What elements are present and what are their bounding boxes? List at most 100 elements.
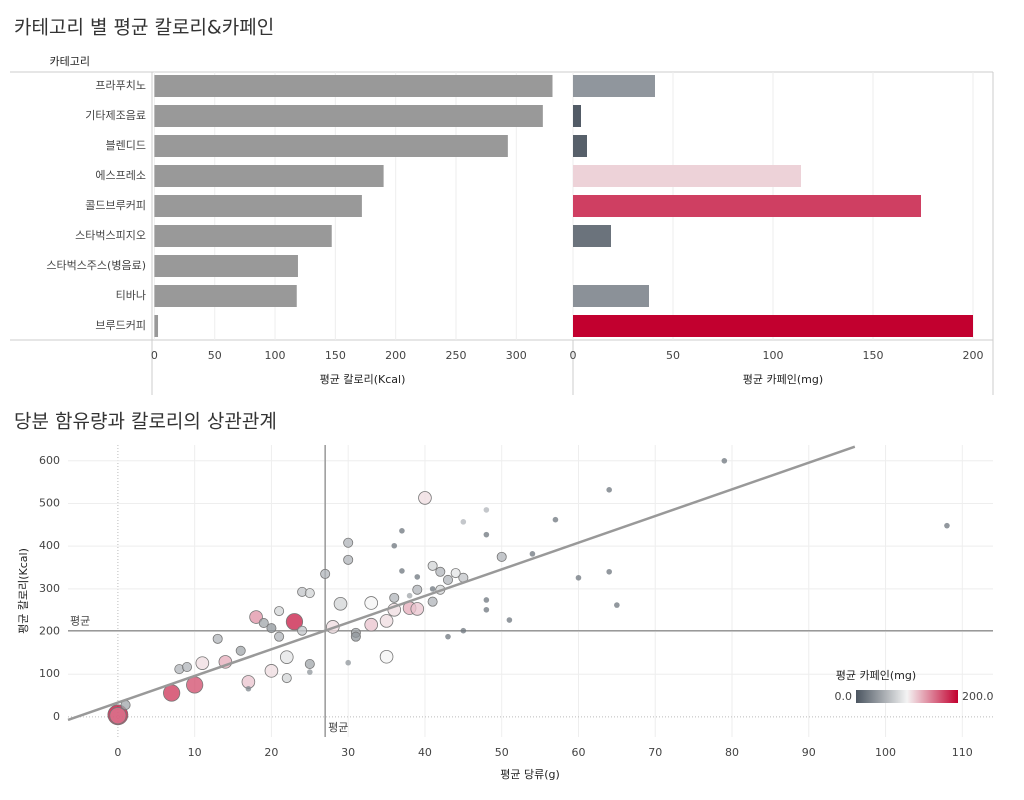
point	[460, 627, 467, 634]
y-tick-label: 400	[39, 539, 60, 552]
category-label: 기타제조음료	[85, 109, 146, 122]
point	[364, 617, 379, 632]
x-tick-label: 100	[875, 746, 896, 759]
point	[552, 516, 559, 523]
y-tick-label: 500	[39, 496, 60, 509]
category-label: 스타벅스피지오	[75, 229, 146, 242]
point	[506, 617, 513, 623]
point	[435, 566, 446, 577]
y-tick-label: 200	[39, 625, 60, 638]
point	[343, 554, 354, 565]
bar	[573, 285, 649, 307]
x-tick-label: 60	[571, 746, 585, 759]
point	[483, 531, 490, 538]
x-tick-label: 20	[264, 746, 278, 759]
point	[414, 574, 421, 580]
x-axis-title: 평균 당류(g)	[500, 768, 560, 781]
point	[412, 584, 423, 595]
point	[307, 669, 313, 675]
point	[606, 568, 612, 575]
point	[399, 568, 405, 574]
bar	[573, 135, 587, 157]
point	[245, 685, 252, 692]
point	[445, 633, 451, 640]
x-tick-label: 90	[802, 746, 816, 759]
axis-title: 평균 카페인(mg)	[743, 373, 823, 386]
x-tick-label: 150	[325, 349, 346, 362]
point	[614, 602, 620, 608]
x-tick-label: 50	[666, 349, 680, 362]
x-tick-label: 110	[952, 746, 973, 759]
category-label: 브루드커피	[95, 319, 146, 332]
point	[427, 596, 438, 607]
legend-label: 0.0	[835, 690, 853, 703]
x-tick-label: 250	[445, 349, 466, 362]
y-tick-label: 0	[53, 710, 60, 723]
point	[450, 568, 461, 579]
bar	[573, 225, 611, 247]
point	[483, 606, 490, 613]
axis-title: 평균 칼로리(Kcal)	[320, 373, 406, 386]
y-axis-title: 평균 칼로리(Kcal)	[17, 548, 30, 634]
bar	[573, 75, 655, 97]
bar	[154, 285, 297, 307]
point	[285, 613, 304, 631]
point	[427, 560, 438, 571]
point	[483, 597, 490, 603]
category-label: 블렌디드	[106, 139, 146, 152]
point	[212, 633, 223, 644]
point	[181, 661, 192, 672]
point	[274, 631, 285, 642]
point	[721, 457, 728, 464]
point	[304, 659, 315, 670]
category-header: 카테고리	[50, 55, 90, 68]
chart-title: 당분 함유량과 칼로리의 상관관계	[14, 411, 277, 433]
point	[343, 537, 354, 548]
point	[483, 507, 490, 513]
point	[418, 491, 432, 505]
x-tick-label: 80	[725, 746, 739, 759]
point	[109, 707, 127, 725]
category-label: 스타벅스주스(병음료)	[46, 259, 146, 272]
point	[264, 664, 279, 678]
point	[379, 614, 394, 628]
legend-title: 평균 카페인(mg)	[836, 669, 916, 682]
x-tick-label: 50	[495, 746, 509, 759]
point	[350, 631, 361, 642]
bar	[154, 225, 332, 247]
bar	[573, 165, 801, 187]
x-tick-label: 200	[385, 349, 406, 362]
point	[345, 659, 351, 666]
point	[442, 574, 453, 585]
x-tick-label: 70	[648, 746, 662, 759]
point	[320, 568, 331, 579]
bar	[154, 165, 384, 187]
legend-gradient	[856, 690, 958, 703]
x-tick-label: 150	[863, 349, 884, 362]
point	[606, 487, 612, 493]
category-label: 티바나	[116, 289, 146, 302]
point	[364, 596, 379, 610]
x-tick-label: 200	[963, 349, 984, 362]
x-tick-label: 40	[418, 746, 432, 759]
point	[274, 606, 285, 617]
point	[195, 656, 210, 670]
point	[235, 645, 246, 656]
point	[496, 551, 507, 562]
bar	[154, 255, 298, 277]
point	[410, 602, 425, 616]
legend-label: 200.0	[962, 690, 994, 703]
point	[163, 684, 181, 702]
bar	[154, 195, 362, 217]
x-tick-label: 30	[341, 746, 355, 759]
chart-title: 카테고리 별 평균 칼로리&카페인	[14, 17, 274, 39]
bar	[573, 195, 921, 217]
point	[389, 592, 400, 603]
point	[944, 522, 950, 529]
point	[575, 574, 582, 581]
y-tick-label: 600	[39, 454, 60, 467]
point	[333, 597, 348, 611]
bar	[154, 135, 508, 157]
reference-label: 평균	[70, 615, 90, 628]
